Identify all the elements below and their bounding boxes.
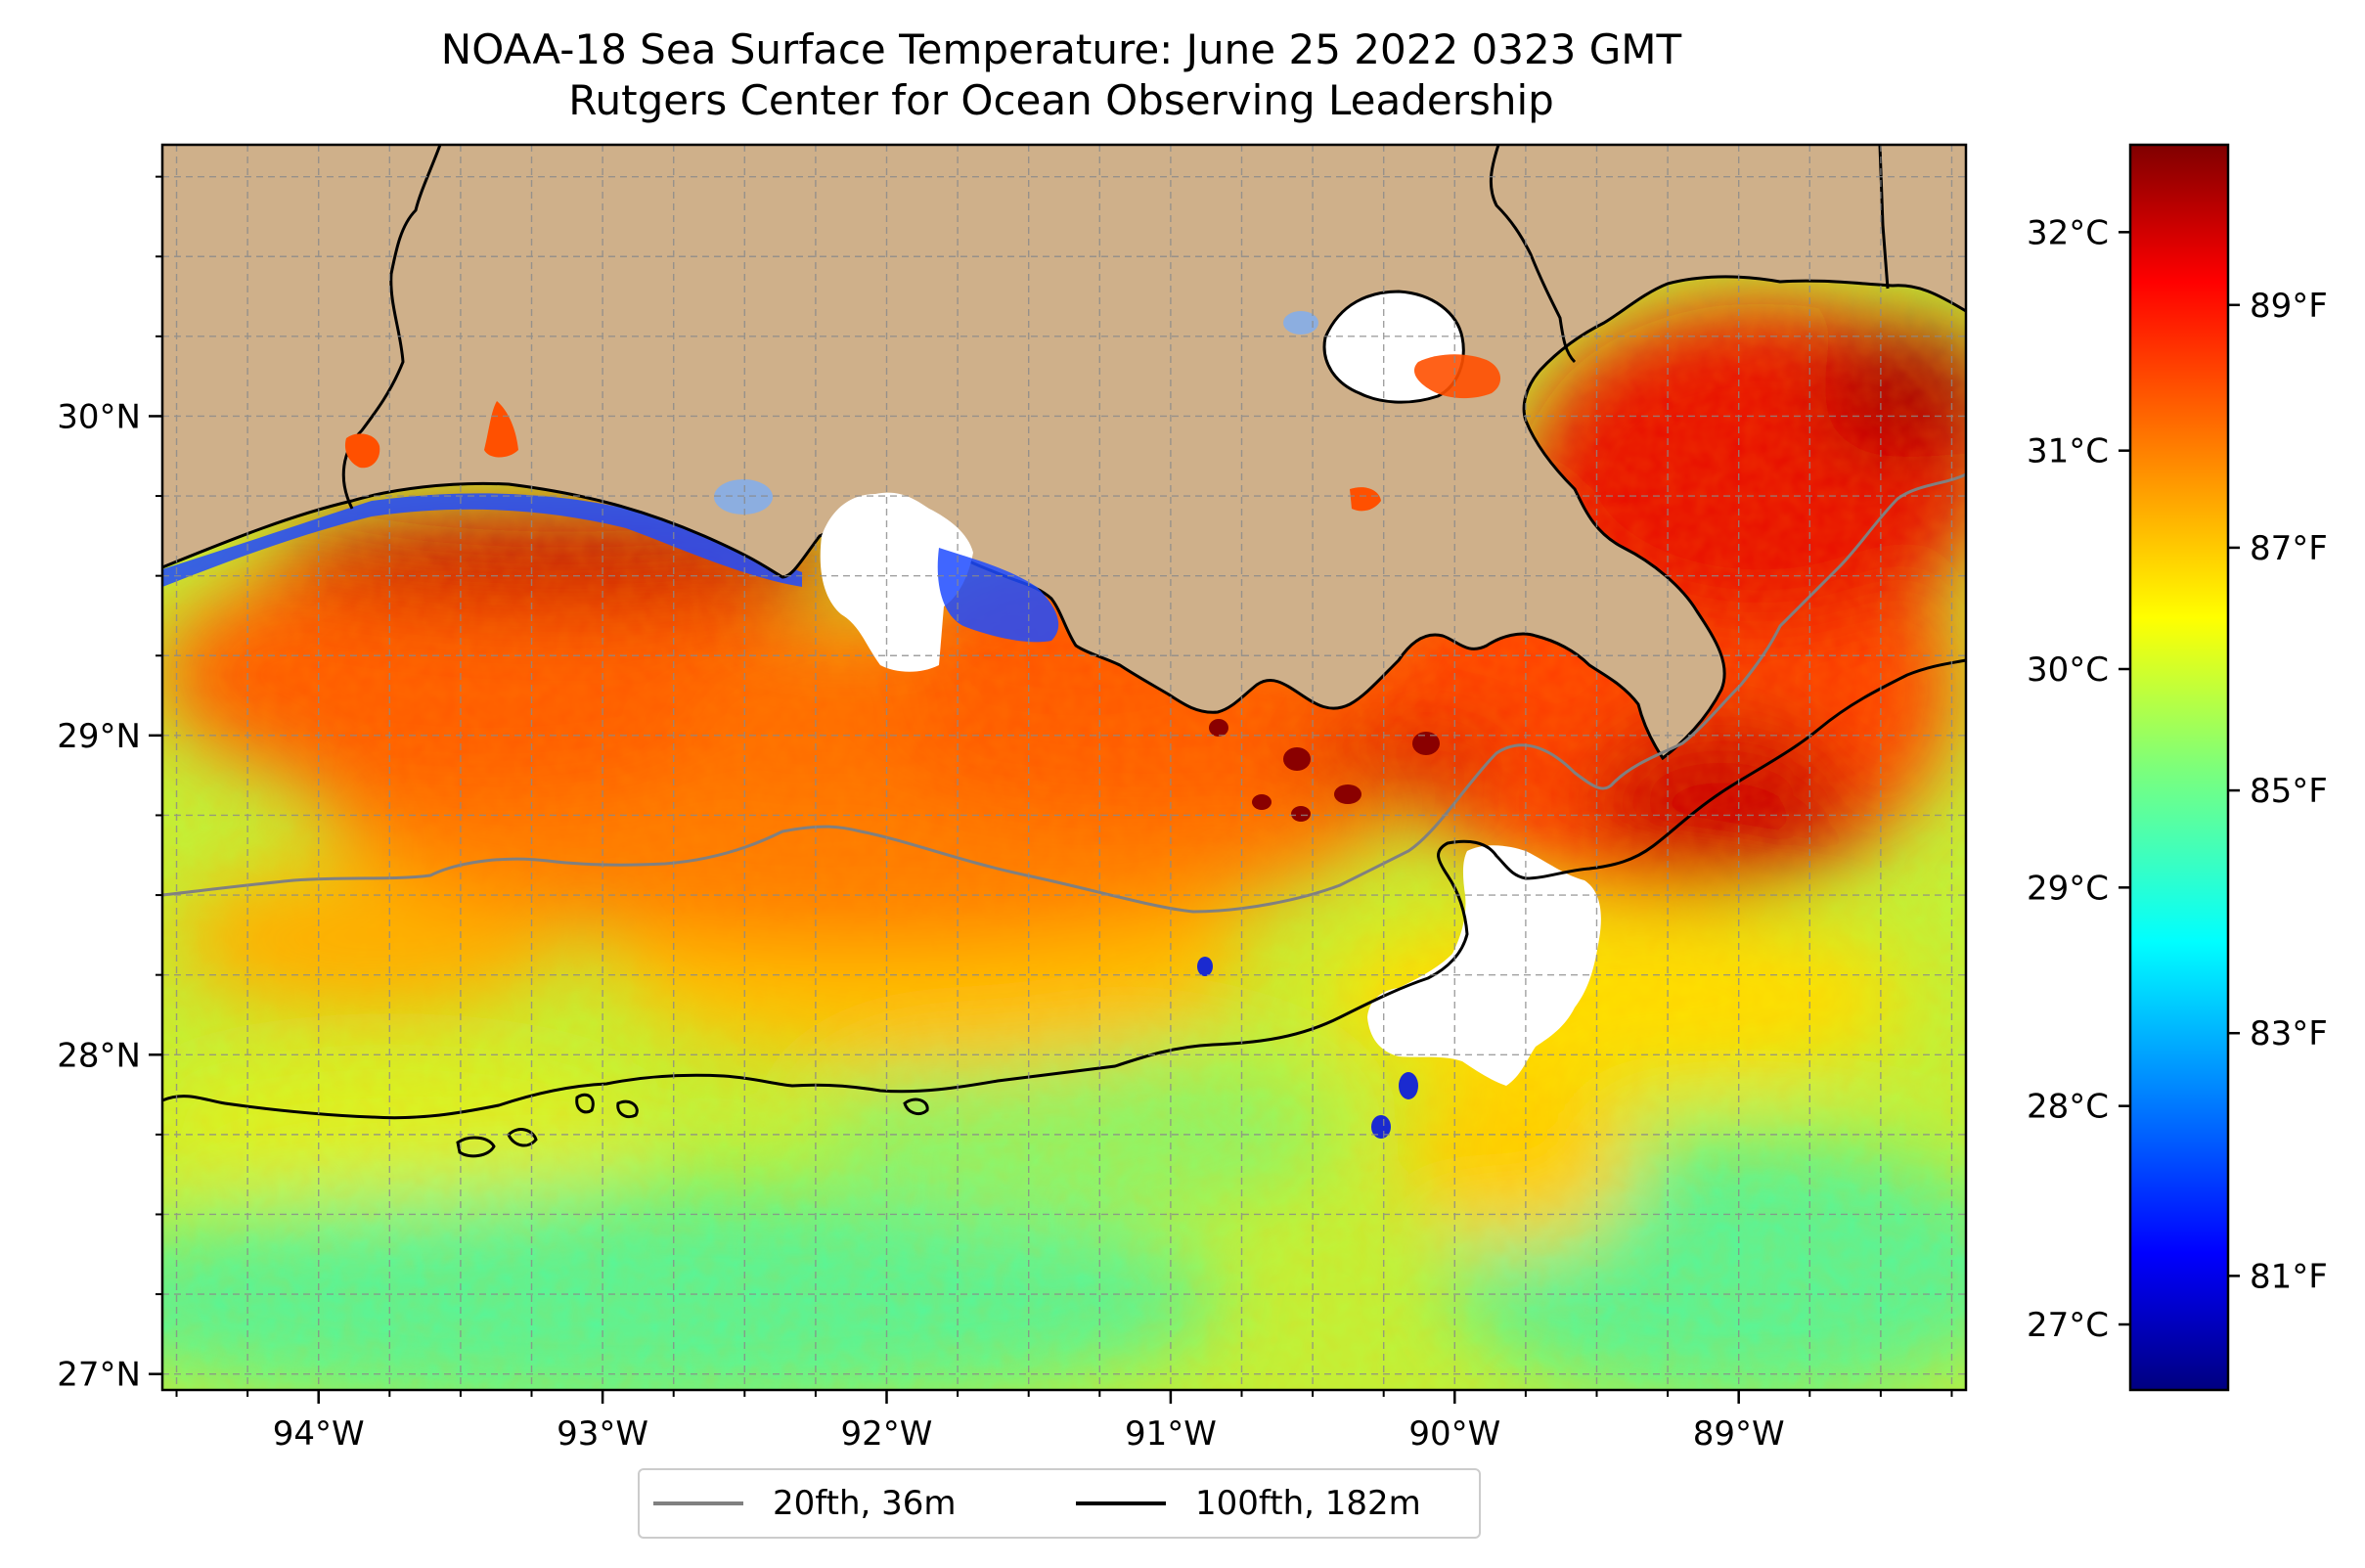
warm-spots bbox=[1209, 719, 1440, 822]
colorbar-f-label: 89°F bbox=[2250, 287, 2328, 326]
legend-swatch-black bbox=[1076, 1501, 1166, 1505]
lon-tick-label: 94°W bbox=[273, 1414, 365, 1454]
nearshore-cold-band bbox=[162, 493, 802, 587]
map-title-line1: NOAA-18 Sea Surface Temperature: June 25… bbox=[440, 25, 1682, 73]
lat-tick-label: 29°N bbox=[57, 717, 141, 756]
colorbar-f-label: 83°F bbox=[2250, 1014, 2328, 1053]
colorbar-c-label: 30°C bbox=[2027, 650, 2109, 690]
colorbar-c-label: 28°C bbox=[2027, 1088, 2109, 1127]
lon-tick-label: 90°W bbox=[1408, 1414, 1500, 1454]
colorbar-celsius-axis: 27°C 28°C 29°C 30°C 31°C 32°C bbox=[2027, 213, 2130, 1345]
colorbar-c-label: 27°C bbox=[2027, 1306, 2109, 1345]
lon-tick-label: 89°W bbox=[1693, 1414, 1785, 1454]
legend-item-20fth: 20fth, 36m bbox=[653, 1470, 957, 1537]
colorbar-f-label: 87°F bbox=[2250, 529, 2328, 568]
colorbar-c-label: 32°C bbox=[2027, 213, 2109, 252]
isobath-20fth bbox=[162, 472, 1966, 914]
lat-tick-label: 27°N bbox=[57, 1356, 141, 1395]
cloud-cover bbox=[1367, 845, 1601, 1086]
map-title-line2: Rutgers Center for Ocean Observing Leade… bbox=[568, 76, 1554, 124]
legend-item-100fth: 100fth, 182m bbox=[1076, 1470, 1421, 1537]
lat-tick-label: 30°N bbox=[57, 397, 141, 436]
legend-label-20fth: 20fth, 36m bbox=[773, 1484, 957, 1523]
legend-swatch-grey bbox=[653, 1501, 743, 1505]
lat-tick-label: 28°N bbox=[57, 1036, 141, 1075]
legend-label-100fth: 100fth, 182m bbox=[1195, 1484, 1421, 1523]
colorbar-c-label: 29°C bbox=[2027, 869, 2109, 908]
colorbar-f-label: 85°F bbox=[2250, 772, 2328, 811]
lon-tick-label: 92°W bbox=[841, 1414, 933, 1454]
colorbar-f-label: 81°F bbox=[2250, 1257, 2328, 1296]
map-gridlines bbox=[162, 145, 1966, 1390]
colorbar-fahrenheit-axis: 81°F 83°F 85°F 87°F 89°F bbox=[2228, 287, 2328, 1296]
latitude-axis: 27°N 28°N 29°N 30°N bbox=[57, 175, 162, 1395]
map-frame bbox=[160, 143, 1968, 1392]
longitude-axis: 94°W 93°W 92°W 91°W 90°W 89°W bbox=[175, 1390, 1953, 1454]
land bbox=[162, 145, 1966, 761]
colorbar bbox=[2130, 145, 2228, 1390]
lon-tick-label: 91°W bbox=[1125, 1414, 1217, 1454]
isobath-100fth bbox=[162, 658, 1966, 1120]
lon-tick-label: 93°W bbox=[557, 1414, 648, 1454]
isobath-legend: 20fth, 36m 100fth, 182m bbox=[638, 1468, 1481, 1539]
colorbar-c-label: 31°C bbox=[2027, 432, 2109, 471]
